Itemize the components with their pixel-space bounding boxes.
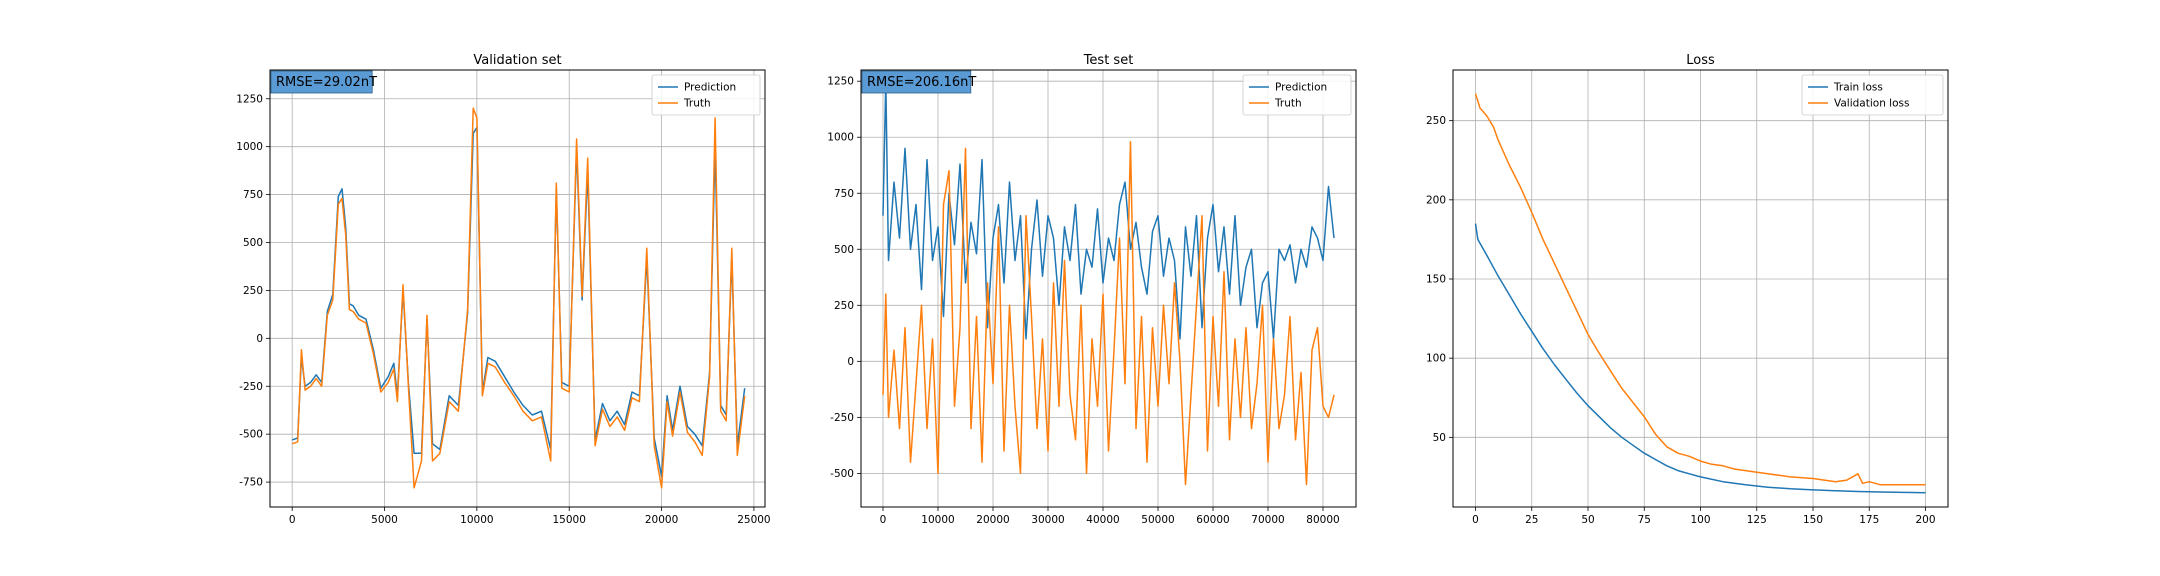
legend-label-truth: Truth: [683, 98, 711, 110]
y-tick-label: 500: [834, 244, 854, 256]
x-tick-label: 15000: [553, 514, 586, 526]
x-tick-label: 30000: [1031, 514, 1064, 526]
y-tick-label: 1000: [236, 141, 263, 153]
legend-label-truth: Truth: [1274, 98, 1302, 110]
series-line-validation-loss: [1474, 93, 1926, 486]
x-tick-label: 100: [1690, 514, 1710, 526]
y-tick-label: 750: [243, 189, 263, 201]
rmse-box: [861, 70, 972, 94]
y-tick-label: 1000: [827, 132, 854, 144]
legend-frame: [651, 74, 761, 116]
y-tick-label: 150: [1426, 274, 1446, 286]
series-line-truth: [882, 140, 1335, 486]
series-line-prediction: [882, 80, 1335, 340]
x-tick-label: 25: [1525, 514, 1538, 526]
series-line-truth: [291, 107, 746, 489]
rmse-label: RMSE=29.02nT: [276, 75, 377, 90]
x-tick-label: 0: [880, 514, 887, 526]
x-tick-label: 5000: [371, 514, 398, 526]
y-tick-label: -250: [239, 381, 263, 393]
plot-frame: [1452, 69, 1949, 508]
y-tick-label: 100: [1426, 353, 1446, 365]
x-tick-label: 150: [1803, 514, 1823, 526]
x-tick-label: 200: [1915, 514, 1935, 526]
y-tick-label: 200: [1426, 194, 1446, 206]
x-tick-label: 80000: [1306, 514, 1339, 526]
x-tick-label: 50: [1581, 514, 1594, 526]
legend-label-prediction: Prediction: [1275, 82, 1327, 94]
y-tick-label: 1250: [236, 93, 263, 105]
x-tick-label: 25000: [737, 514, 770, 526]
y-tick-label: 0: [847, 356, 854, 368]
y-tick-label: 0: [256, 333, 263, 345]
x-tick-label: 20000: [976, 514, 1009, 526]
chart-title: Loss: [1686, 53, 1715, 68]
rmse-box: [270, 70, 373, 94]
legend: Train loss Validation loss: [1801, 74, 1944, 116]
chart-title: Test set: [1083, 53, 1134, 68]
x-tick-label: 75: [1638, 514, 1651, 526]
plot-frame: [860, 69, 1357, 508]
x-tick-label: 10000: [460, 514, 493, 526]
y-tick-label: 250: [834, 300, 854, 312]
legend: Prediction Truth: [1242, 74, 1352, 116]
y-tick-label: -250: [830, 412, 854, 424]
legend-frame: [1242, 74, 1352, 116]
rmse-annotation: RMSE=206.16nT: [861, 70, 976, 94]
validation-chart: 0 5000 10000 15000 20000 25000 -750 -500 -250 0 25…: [236, 53, 770, 526]
plot-frame: [269, 69, 766, 508]
x-tick-label: 50000: [1141, 514, 1174, 526]
test-chart: 0 10000 20000 30000 40000 50000 60000 70000 8000…: [827, 53, 1357, 526]
y-tick-label: 250: [243, 285, 263, 297]
x-tick-label: 40000: [1086, 514, 1119, 526]
y-tick-label: -750: [239, 477, 263, 489]
chart-title: Validation set: [473, 53, 561, 68]
y-tick-label: 750: [834, 188, 854, 200]
loss-chart: 0 25 50 75 100 125 150 175 200 50 100 150 200 250 Loss…: [1426, 53, 1949, 526]
legend: Prediction Truth: [651, 74, 761, 116]
x-tick-label: 0: [1472, 514, 1479, 526]
y-tick-label: 50: [1433, 432, 1446, 444]
legend-frame: [1801, 74, 1944, 116]
x-tick-label: 10000: [921, 514, 954, 526]
legend-label-train-loss: Train loss: [1833, 82, 1883, 94]
x-tick-label: 125: [1747, 514, 1767, 526]
legend-label-prediction: Prediction: [684, 82, 736, 94]
x-tick-label: 175: [1859, 514, 1879, 526]
rmse-annotation: RMSE=29.02nT: [270, 70, 377, 94]
y-tick-label: 250: [1426, 115, 1446, 127]
x-tick-label: 20000: [645, 514, 678, 526]
x-tick-label: 60000: [1196, 514, 1229, 526]
x-tick-label: 0: [289, 514, 296, 526]
legend-label-validation-loss: Validation loss: [1834, 98, 1909, 110]
y-tick-label: -500: [239, 429, 263, 441]
series-line-train-loss: [1474, 223, 1926, 494]
x-tick-label: 70000: [1251, 514, 1284, 526]
rmse-label: RMSE=206.16nT: [867, 75, 976, 90]
series-line-prediction: [291, 126, 746, 478]
y-tick-label: -500: [830, 468, 854, 480]
y-tick-label: 500: [243, 237, 263, 249]
y-tick-label: 1250: [827, 76, 854, 88]
